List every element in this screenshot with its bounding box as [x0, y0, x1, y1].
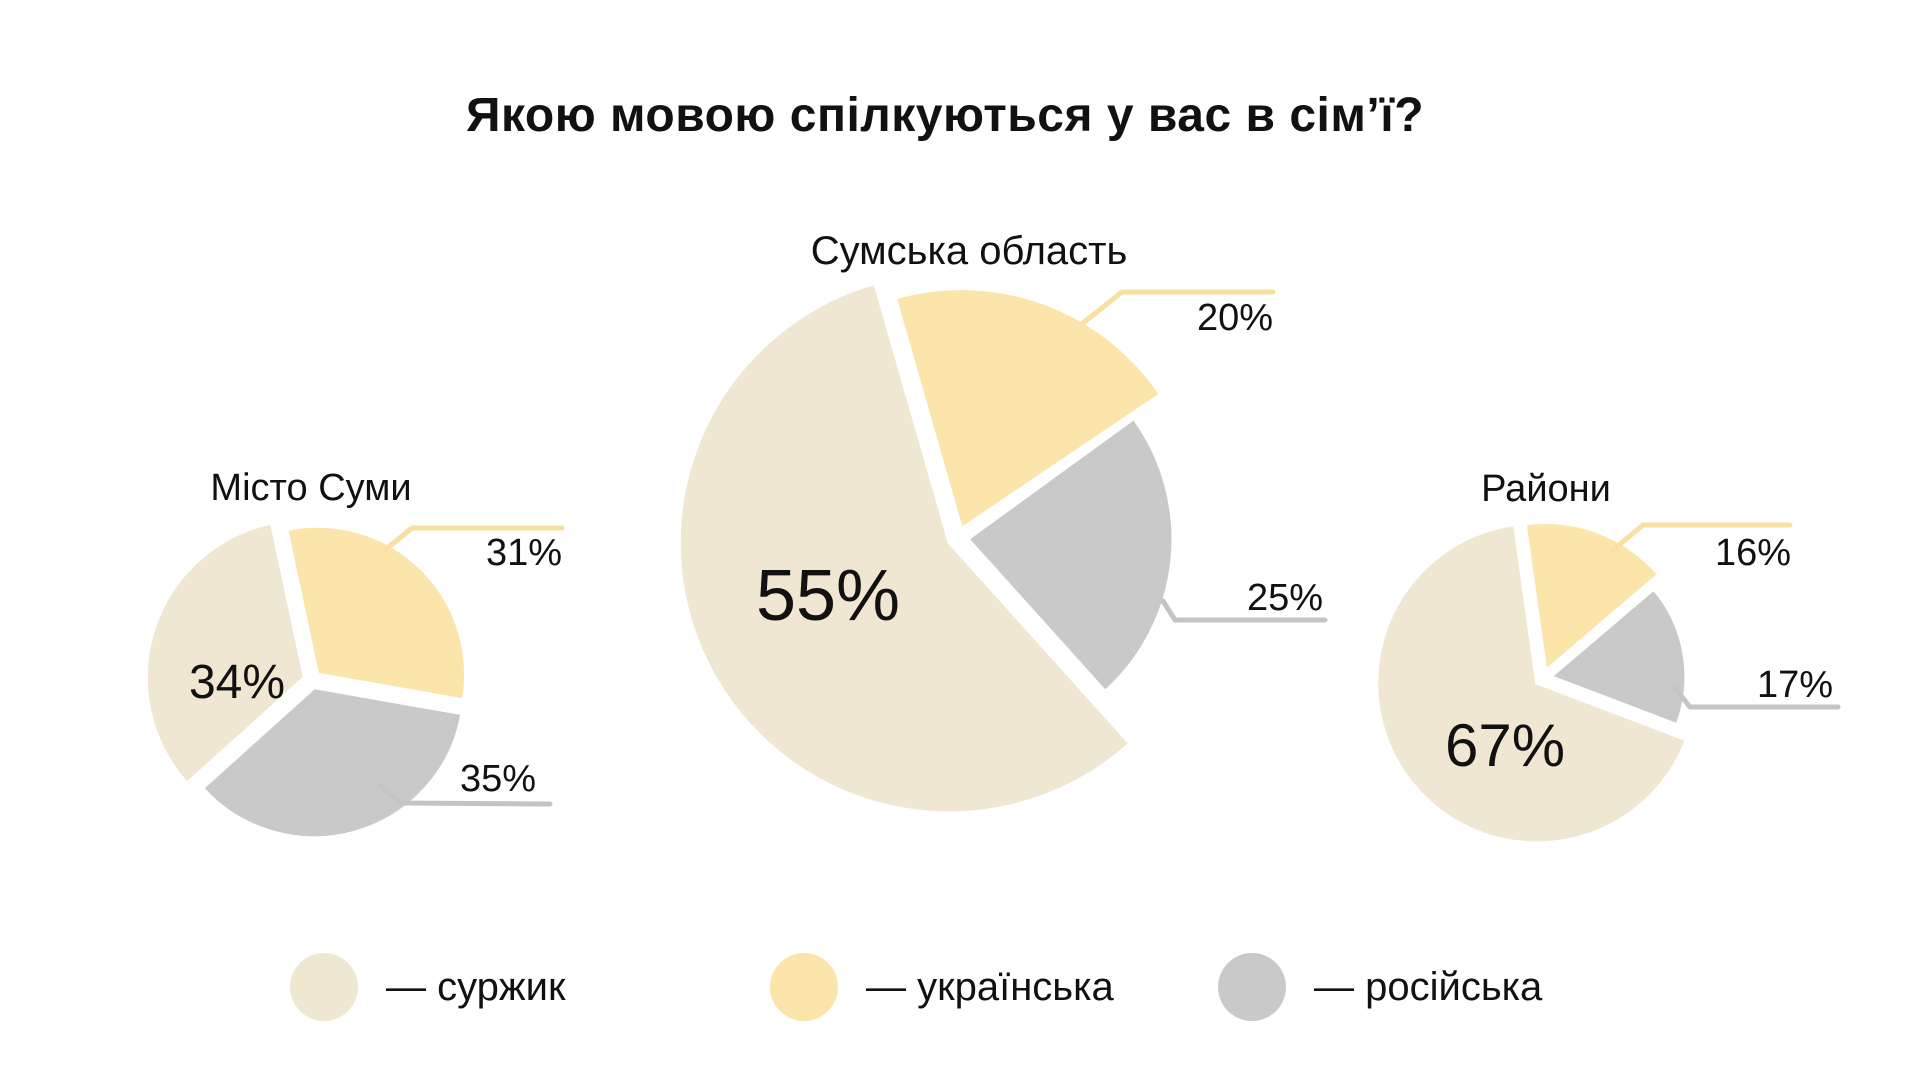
pie-2-slice-russian	[1549, 587, 1688, 727]
legend-label-ukrainian: — українська	[866, 964, 1114, 1009]
pie-1-slice-surzhyk	[677, 281, 1132, 815]
legend-swatch-russian	[1218, 953, 1286, 1021]
pie-1-russian-value: 25%	[1246, 577, 1324, 619]
callout-line-pie-0-ukrainian	[382, 525, 565, 553]
pie-1	[677, 281, 1175, 815]
pie-title-raiony: Райони	[1481, 468, 1611, 510]
pie-1-slice-russian	[966, 417, 1175, 693]
legend-item-russian: — російська	[1218, 953, 1542, 1021]
pie-2-russian-value: 17%	[1756, 664, 1834, 706]
pie-title-misto-sumy: Місто Суми	[210, 467, 412, 509]
legend-label-surzhyk: — суржик	[386, 964, 566, 1009]
legend-item-surzhyk: — суржик	[290, 953, 566, 1021]
legend-swatch-surzhyk	[290, 953, 358, 1021]
pie-1-surzhyk-value: 55%	[755, 556, 901, 636]
pie-0	[144, 521, 467, 840]
legend-swatch-ukrainian	[770, 953, 838, 1021]
pie-2-ukrainian-value: 16%	[1714, 532, 1792, 574]
pie-0-slice-surzhyk	[144, 521, 306, 785]
pie-2-slice-ukrainian	[1523, 521, 1660, 672]
pie-1-ukrainian-value: 20%	[1196, 297, 1274, 339]
pie-1-slice-ukrainian	[893, 287, 1162, 531]
callout-line-pie-1-ukrainian	[1080, 289, 1276, 326]
legend: — суржик — українська — російська	[0, 953, 1920, 1025]
callout-line-pie-0-russian	[377, 782, 553, 807]
pie-0-slice-ukrainian	[285, 524, 467, 702]
legend-item-ukrainian: — українська	[770, 953, 1114, 1021]
callout-line-pie-2-russian	[1672, 685, 1841, 710]
callout-line-pie-2-ukrainian	[1610, 522, 1793, 553]
pie-2-slice-surzhyk	[1375, 523, 1688, 845]
legend-label-russian: — російська	[1314, 964, 1543, 1009]
pie-2	[1375, 521, 1688, 845]
pie-0-surzhyk-value: 34%	[188, 656, 286, 709]
pie-title-sumska-oblast: Сумська область	[810, 229, 1128, 273]
pie-2-surzhyk-value: 67%	[1444, 712, 1566, 779]
pie-0-russian-value: 35%	[459, 758, 537, 800]
pie-0-ukrainian-value: 31%	[485, 532, 563, 574]
callout-line-pie-1-russian	[1160, 598, 1328, 623]
chart-title: Якою мовою спілкуються у вас в сім’ї?	[465, 89, 1425, 142]
